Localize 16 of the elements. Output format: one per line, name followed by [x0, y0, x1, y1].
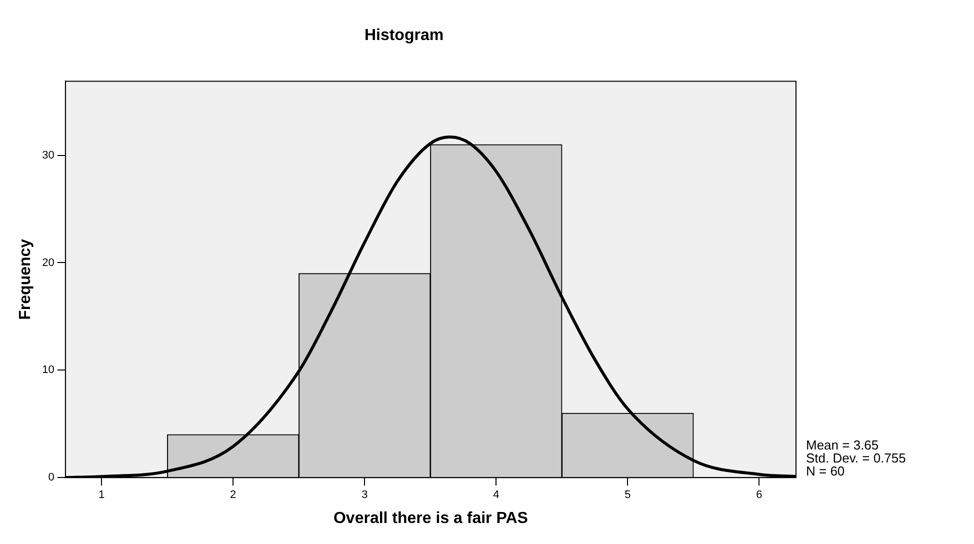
y-tick-label: 20	[42, 256, 54, 269]
text: Std. Dev. = 0.755	[806, 450, 906, 466]
y-tick-label: 0	[48, 472, 54, 484]
y-tick-label: 10	[42, 364, 54, 376]
text: N = 60	[806, 464, 845, 479]
x-tick-label: 1	[98, 489, 105, 502]
text: Mean = 3.65	[806, 438, 879, 453]
y-axis-title: Frequency	[17, 238, 34, 320]
y-tick-label: 30	[42, 149, 54, 162]
x-tick-label: 6	[756, 489, 762, 502]
x-tick-label: 4	[493, 489, 500, 502]
x-tick-label: 2	[230, 489, 236, 502]
x-axis-title: Overall there is a fair PAS	[333, 510, 528, 527]
x-tick-label: 3	[362, 489, 368, 502]
x-tick-label: 5	[624, 489, 631, 502]
chart-title: Histogram	[364, 27, 444, 44]
